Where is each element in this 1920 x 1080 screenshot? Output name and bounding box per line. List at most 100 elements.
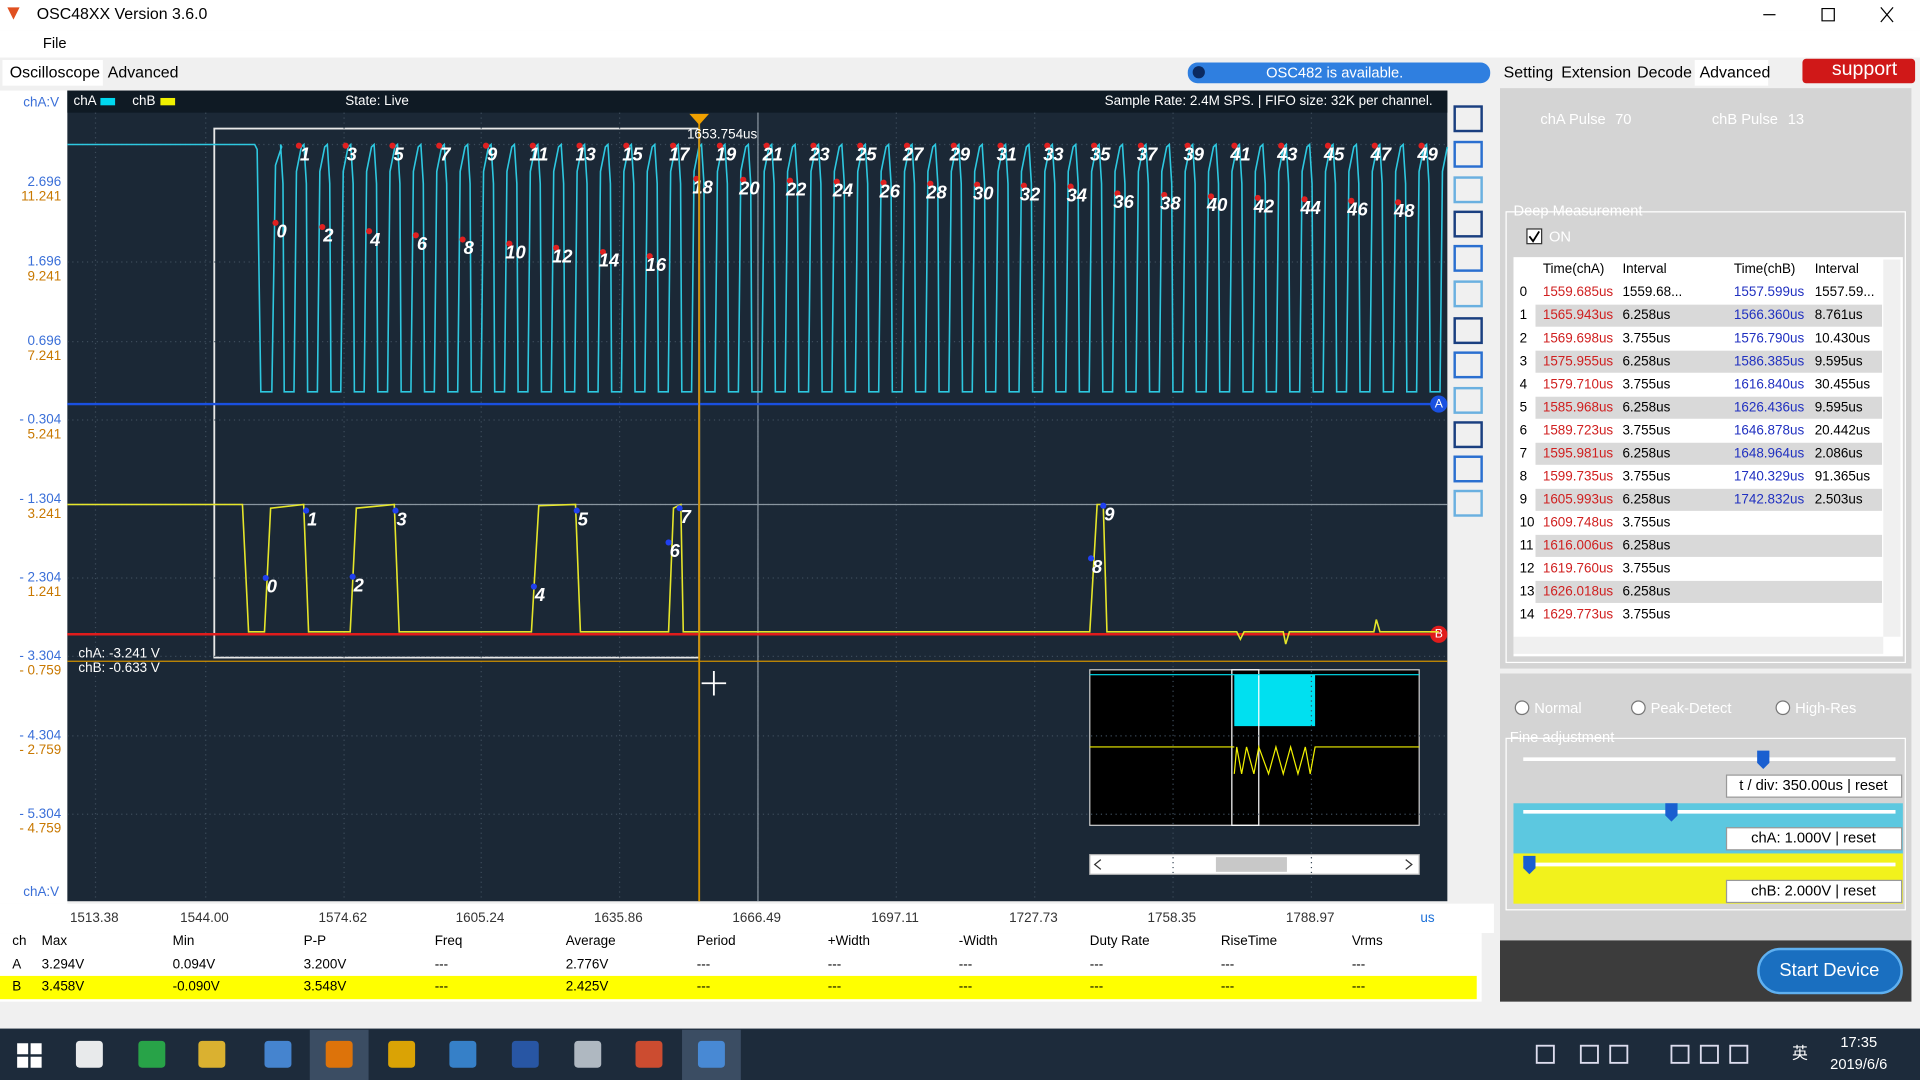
scroll-arrow[interactable] — [1093, 859, 1413, 870]
radio-label: Normal — [1534, 701, 1581, 717]
deep-header: Time(chA) — [1543, 261, 1605, 276]
channel-marker-label: B — [1435, 627, 1443, 641]
deep-cell: 1619.760us — [1543, 560, 1614, 575]
tool-button[interactable] — [1453, 244, 1483, 272]
window-control[interactable] — [1821, 7, 1835, 22]
window-control[interactable] — [1880, 6, 1894, 23]
menu-item[interactable]: File — [43, 36, 67, 52]
task-icon[interactable] — [198, 1040, 226, 1068]
pulse-count-label: chB Pulse — [1712, 112, 1778, 128]
chb-pulse-label: 6 — [670, 540, 681, 561]
control-box[interactable] — [1725, 774, 1903, 798]
deep-cell: 30.455us — [1815, 376, 1871, 391]
deep-cell: 10.430us — [1815, 330, 1871, 345]
control-box[interactable] — [1725, 827, 1903, 851]
table-header: Freq — [435, 933, 463, 948]
tray-icon[interactable] — [1699, 1044, 1719, 1064]
y-label-cha: - 4.304 — [19, 727, 61, 742]
tool-button[interactable] — [1453, 280, 1483, 308]
pulse-dot — [974, 181, 981, 188]
scrollbar-v[interactable] — [1883, 259, 1901, 637]
cha-pulse-label: 8 — [464, 237, 475, 258]
slider-thumb[interactable] — [1665, 803, 1678, 822]
support-button[interactable] — [1802, 58, 1916, 84]
task-icon[interactable] — [138, 1040, 166, 1068]
chb-pulse-label: 5 — [578, 508, 589, 529]
tab[interactable]: Advanced — [108, 65, 179, 82]
radio[interactable] — [1775, 700, 1791, 716]
cha-pulse-label: 32 — [1020, 183, 1041, 204]
tool-button[interactable] — [1453, 105, 1483, 133]
scrollbar-h[interactable] — [1513, 636, 1884, 654]
cha-pulse-label: 22 — [785, 178, 807, 199]
pulse-dot — [1371, 142, 1378, 149]
tool-button[interactable] — [1453, 351, 1483, 379]
clock-date: 2019/6/6 — [1830, 1057, 1887, 1073]
deep-cell: 1616.840us — [1734, 376, 1805, 391]
cha-pulse-label: 46 — [1346, 198, 1368, 219]
tool-button[interactable] — [1453, 140, 1483, 168]
task-icon[interactable] — [697, 1040, 725, 1068]
y-label-chb: 3.241 — [28, 506, 62, 521]
row-bg — [1535, 396, 1883, 419]
task-icon[interactable] — [574, 1040, 602, 1068]
control-box[interactable] — [1725, 879, 1903, 904]
pulse-dot — [1067, 183, 1074, 190]
slider-thumb[interactable] — [1757, 750, 1770, 769]
task-icon[interactable] — [635, 1040, 663, 1068]
task-icon[interactable] — [325, 1040, 353, 1068]
tab[interactable]: Setting — [1504, 65, 1554, 82]
tab[interactable]: Extension — [1561, 65, 1631, 82]
tool-button[interactable] — [1453, 317, 1483, 345]
pulse-dot — [553, 244, 560, 251]
tray-icon[interactable] — [1609, 1044, 1629, 1064]
deep-cell: 91.365us — [1815, 468, 1871, 483]
deep-cell: 1565.943us — [1543, 307, 1614, 322]
tool-button[interactable] — [1453, 386, 1483, 414]
radio[interactable] — [1514, 700, 1530, 716]
deep-cell: 5 — [1520, 399, 1527, 414]
tool-button[interactable] — [1453, 210, 1483, 238]
tray-icon[interactable] — [1535, 1044, 1555, 1064]
deep-cell: 1557.599us — [1734, 284, 1805, 299]
tab[interactable]: Advanced — [1700, 65, 1771, 82]
tool-button[interactable] — [1453, 455, 1483, 483]
start-icon[interactable] — [17, 1043, 42, 1068]
table-header: RiseTime — [1221, 933, 1277, 948]
tool-button[interactable] — [1453, 489, 1483, 517]
tool-button[interactable] — [1453, 176, 1483, 204]
checkbox[interactable] — [1526, 228, 1543, 245]
app-icon — [7, 7, 20, 20]
deep-cell: 3 — [1520, 353, 1527, 368]
deep-cell: 2.086us — [1815, 445, 1863, 460]
chb-pulse-label: 7 — [681, 506, 692, 527]
deep-cell: 1626.436us — [1734, 399, 1805, 414]
slider-thumb[interactable] — [1523, 855, 1536, 875]
x-label: 1788.97 — [1286, 910, 1335, 925]
y-label-cha: - 0.304 — [19, 412, 61, 427]
start-button[interactable] — [1757, 947, 1903, 995]
task-icon[interactable] — [511, 1040, 539, 1068]
task-icon[interactable] — [264, 1040, 292, 1068]
tab[interactable]: Decode — [1637, 65, 1692, 82]
task-icon[interactable] — [75, 1040, 103, 1068]
task-icon[interactable] — [449, 1040, 477, 1068]
x-label: 1635.86 — [594, 910, 643, 925]
scope-header — [67, 90, 1448, 113]
task-icon[interactable] — [388, 1040, 416, 1068]
tool-button[interactable] — [1453, 421, 1483, 449]
y-label-cha: - 3.304 — [19, 648, 61, 663]
deep-cell: 14 — [1520, 607, 1535, 622]
tray-icon[interactable] — [1729, 1044, 1749, 1064]
scroll-thumb[interactable] — [1215, 857, 1287, 872]
deep-cell: 4 — [1520, 376, 1528, 391]
deep-cell: 2.503us — [1815, 491, 1863, 506]
tray-icon[interactable] — [1670, 1044, 1690, 1064]
tab[interactable]: Oscilloscope — [10, 65, 100, 82]
radio[interactable] — [1631, 700, 1646, 716]
deep-cell: 1629.773us — [1543, 607, 1614, 622]
tray-icon[interactable] — [1579, 1044, 1599, 1064]
status-text: OSC482 is available. — [1266, 65, 1403, 81]
deep-header: Interval — [1815, 261, 1859, 276]
pulse-dot — [349, 573, 356, 580]
